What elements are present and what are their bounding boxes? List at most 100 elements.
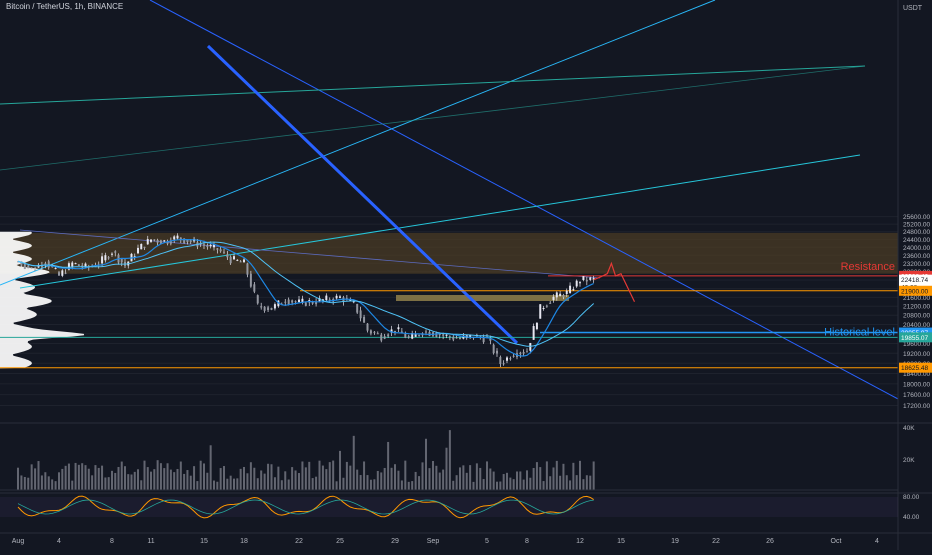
x-tick-label: 18	[240, 538, 248, 545]
volume-bar	[376, 470, 379, 490]
volume-profile	[0, 231, 85, 369]
candle-body	[315, 301, 318, 305]
candle-body	[545, 305, 548, 307]
candle-body	[482, 337, 485, 343]
volume-bar	[87, 468, 90, 490]
x-tick-label: 8	[110, 538, 114, 545]
x-tick-label: 22	[295, 538, 303, 545]
candle-body	[34, 269, 37, 271]
candle-body	[394, 330, 396, 333]
volume-bar	[54, 481, 57, 490]
candle-body	[186, 239, 189, 243]
volume-bar	[418, 476, 421, 490]
x-tick-label: 26	[766, 538, 774, 545]
volume-bar	[284, 471, 287, 490]
teal-price-tag-bg	[899, 332, 932, 343]
volume-bar	[20, 475, 23, 490]
volume-bar	[387, 441, 390, 490]
volume-bar	[373, 479, 376, 490]
moving-average-slow	[17, 241, 595, 347]
candle-body	[452, 336, 455, 340]
volume-bar	[27, 477, 30, 490]
volume-bar	[104, 477, 107, 490]
volume-bar	[445, 447, 448, 490]
volume-bar	[575, 475, 578, 490]
volume-bar	[146, 467, 149, 490]
volume-bar	[236, 478, 239, 490]
volume-bar	[169, 469, 172, 490]
candle-body	[206, 245, 209, 248]
volume-bar	[559, 475, 562, 490]
volume-bar	[394, 464, 396, 490]
volume-bar	[579, 460, 581, 490]
candle-body	[555, 292, 558, 298]
candle-body	[442, 334, 445, 336]
y-tick-label: 20800.00	[903, 313, 930, 320]
volume-bar	[111, 470, 113, 490]
candle-body	[61, 270, 64, 276]
volume-bar	[359, 475, 362, 490]
candle-body	[284, 301, 287, 303]
candle-body	[20, 261, 23, 266]
candle-body	[373, 331, 376, 333]
volume-bar	[411, 481, 414, 490]
candle-body	[512, 355, 515, 357]
volume-bar	[58, 472, 60, 490]
volume-bar	[156, 460, 159, 490]
candle-body	[582, 276, 585, 281]
volume-bar	[562, 463, 565, 490]
volume-bar	[308, 461, 311, 490]
volume-bar	[516, 471, 518, 490]
volume-bar	[475, 463, 478, 490]
volume-bar	[179, 461, 182, 490]
volume-bar	[555, 460, 558, 490]
candle-body	[298, 299, 300, 303]
candle-body	[562, 295, 565, 298]
volume-bar	[397, 470, 400, 490]
volume-bar	[325, 469, 328, 490]
volume-bar	[435, 465, 438, 490]
candle-body	[40, 265, 43, 268]
volume-bar	[189, 475, 192, 490]
volume-bar	[199, 460, 202, 490]
low-price-tag: 18625.48	[901, 365, 928, 372]
y-tick-label: 18400.00	[903, 371, 930, 378]
volume-bar	[462, 465, 465, 490]
volume-bar	[233, 478, 235, 490]
volume-bar	[407, 481, 410, 490]
volume-bar	[186, 470, 189, 490]
candle-body	[339, 296, 341, 298]
candle-body	[592, 277, 595, 280]
volume-bar	[311, 478, 314, 490]
volume-bar	[294, 470, 297, 490]
volume-bar	[280, 480, 283, 490]
volume-bar	[552, 467, 555, 490]
candle-body	[462, 335, 465, 339]
volume-bar	[342, 477, 345, 490]
volume-bar	[143, 460, 146, 490]
moving-average-fast	[17, 239, 594, 357]
volume-bar	[114, 472, 117, 490]
x-tick-label: 25	[336, 538, 344, 545]
candle-body	[291, 300, 294, 303]
candle-body	[203, 244, 205, 246]
volume-bar	[107, 477, 110, 490]
candle-body	[229, 256, 232, 264]
y-tick-label: 25600.00	[903, 214, 930, 221]
candle-body	[233, 256, 235, 260]
volume-bar	[380, 472, 383, 490]
candle-body	[519, 352, 522, 355]
volume-bar	[442, 469, 445, 490]
candle-body	[572, 289, 575, 291]
candle-body	[189, 240, 192, 242]
x-tick-label: 15	[200, 538, 208, 545]
candle-body	[143, 246, 146, 248]
candle-body	[363, 316, 366, 323]
candle-body	[356, 303, 359, 313]
symbol-title[interactable]: Bitcoin / TetherUS, 1h, BINANCE	[6, 2, 124, 11]
volume-bar	[267, 463, 270, 490]
volume-bar	[526, 470, 528, 490]
descending-channel-line	[149, 0, 901, 401]
